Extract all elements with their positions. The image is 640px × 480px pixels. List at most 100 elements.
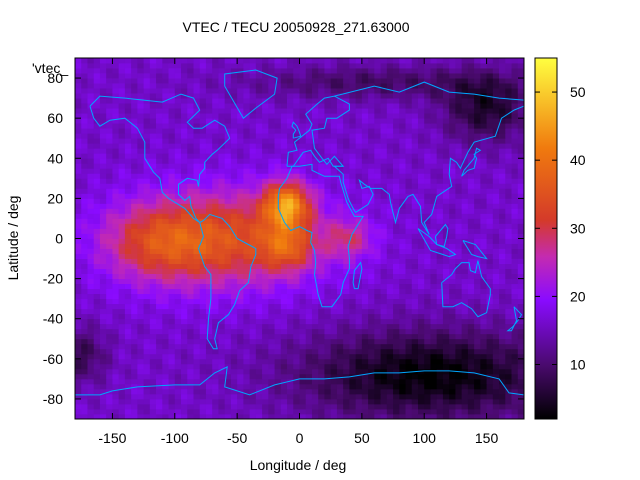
heatmap-cell — [424, 93, 431, 99]
heatmap-cell — [280, 208, 288, 214]
heatmap-cell — [486, 103, 494, 109]
heatmap-cell — [168, 323, 176, 330]
heatmap-cell — [411, 408, 419, 415]
heatmap-cell — [255, 353, 263, 360]
heatmap-cell — [81, 318, 88, 325]
heatmap-cell — [162, 323, 169, 330]
heatmap-cell — [199, 128, 207, 134]
heatmap-cell — [455, 248, 463, 254]
heatmap-cell — [293, 238, 300, 244]
heatmap-cell — [436, 253, 444, 259]
heatmap-cell — [106, 288, 113, 295]
heatmap-cell — [205, 363, 213, 370]
heatmap-cell — [474, 378, 481, 385]
heatmap-cell — [280, 323, 288, 330]
heatmap-cell — [230, 393, 238, 400]
heatmap-cell — [355, 343, 363, 350]
heatmap-cell — [137, 338, 144, 345]
heatmap-cell — [212, 248, 219, 254]
heatmap-cell — [455, 328, 463, 335]
heatmap-cell — [449, 293, 456, 300]
heatmap-cell — [474, 263, 481, 269]
heatmap-cell — [393, 343, 400, 350]
heatmap-cell — [87, 183, 95, 189]
heatmap-cell — [174, 98, 182, 104]
heatmap-cell — [106, 273, 113, 280]
heatmap-cell — [93, 233, 101, 239]
heatmap-cell — [467, 288, 475, 295]
heatmap-cell — [393, 158, 400, 164]
heatmap-cell — [424, 403, 431, 410]
heatmap-cell — [499, 258, 506, 264]
heatmap-cell — [205, 188, 213, 194]
heatmap-cell — [299, 158, 307, 164]
heatmap-cell — [318, 118, 325, 124]
heatmap-cell — [174, 363, 182, 370]
heatmap-cell — [374, 133, 381, 139]
heatmap-cell — [87, 318, 95, 325]
heatmap-cell — [237, 83, 244, 89]
heatmap-cell — [467, 388, 475, 395]
heatmap-cell — [511, 138, 519, 144]
heatmap-cell — [131, 238, 138, 244]
heatmap-cell — [299, 218, 307, 224]
heatmap-cell — [293, 218, 300, 224]
heatmap-cell — [112, 348, 120, 355]
heatmap-cell — [124, 263, 132, 269]
heatmap-cell — [343, 203, 350, 209]
heatmap-cell — [137, 243, 144, 249]
heatmap-cell — [274, 318, 282, 325]
heatmap-cell — [156, 183, 163, 189]
heatmap-cell — [268, 358, 275, 365]
heatmap-cell — [311, 233, 319, 239]
heatmap-cell — [118, 83, 126, 89]
heatmap-cell — [143, 218, 151, 224]
heatmap-cell — [268, 163, 275, 169]
heatmap-cell — [424, 88, 431, 94]
heatmap-cell — [224, 198, 232, 204]
heatmap-cell — [299, 193, 307, 199]
heatmap-cell — [112, 238, 120, 244]
heatmap-cell — [505, 338, 512, 345]
heatmap-cell — [112, 133, 120, 139]
heatmap-cell — [249, 288, 257, 295]
heatmap-cell — [156, 333, 163, 340]
heatmap-cell — [505, 238, 512, 244]
heatmap-cell — [181, 193, 188, 199]
heatmap-cell — [293, 103, 300, 109]
heatmap-cell — [380, 123, 388, 129]
heatmap-cell — [274, 128, 282, 134]
heatmap-cell — [131, 368, 138, 375]
heatmap-cell — [499, 148, 506, 154]
heatmap-cell — [218, 258, 226, 264]
heatmap-cell — [75, 273, 82, 280]
heatmap-cell — [262, 378, 269, 385]
heatmap-cell — [249, 373, 257, 380]
heatmap-cell — [492, 113, 500, 119]
heatmap-cell — [399, 118, 406, 124]
heatmap-cell — [174, 148, 182, 154]
heatmap-cell — [255, 403, 263, 410]
heatmap-cell — [268, 98, 275, 104]
heatmap-cell — [499, 328, 506, 335]
heatmap-cell — [517, 373, 524, 380]
heatmap-cell — [436, 308, 444, 315]
heatmap-cell — [336, 353, 344, 360]
heatmap-cell — [380, 393, 388, 400]
heatmap-cell — [75, 293, 82, 300]
heatmap-cell — [249, 238, 257, 244]
heatmap-cell — [449, 83, 456, 89]
heatmap-cell — [124, 298, 132, 305]
heatmap-cell — [287, 173, 294, 179]
heatmap-cell — [187, 113, 194, 119]
heatmap-cell — [405, 388, 413, 395]
heatmap-cell — [218, 158, 226, 164]
heatmap-cell — [205, 258, 213, 264]
heatmap-cell — [511, 293, 519, 300]
heatmap-cell — [87, 213, 95, 219]
heatmap-cell — [187, 208, 194, 214]
heatmap-cell — [517, 198, 524, 204]
heatmap-cell — [99, 233, 107, 239]
heatmap-cell — [305, 398, 313, 405]
heatmap-cell — [461, 308, 469, 315]
